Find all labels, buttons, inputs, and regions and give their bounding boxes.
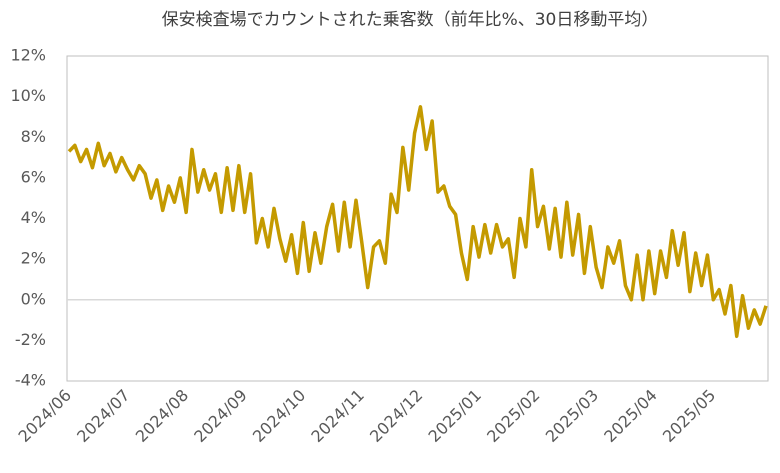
y-tick-label: 8% [21, 127, 46, 146]
x-tick-label: 2025/05 [659, 386, 719, 446]
y-tick-label: -4% [15, 371, 46, 390]
plot-area [66, 55, 769, 382]
y-tick-label: 0% [21, 289, 46, 308]
x-tick-label: 2025/02 [483, 386, 543, 446]
x-tick-label: 2024/11 [307, 386, 367, 446]
x-tick-label: 2024/08 [132, 386, 192, 446]
data-line [67, 105, 768, 339]
y-tick-label: 10% [10, 86, 46, 105]
x-tick-label: 2024/09 [190, 386, 250, 446]
x-tick-label: 2025/01 [425, 386, 485, 446]
y-tick-label: 12% [10, 46, 46, 65]
chart-title: 保安検査場でカウントされた乗客数（前年比%、30日移動平均） [162, 10, 659, 30]
x-tick-label: 2024/10 [249, 386, 309, 446]
x-tick-label: 2024/06 [15, 386, 75, 446]
y-tick-label: 2% [21, 249, 46, 268]
y-tick-label: -2% [15, 330, 46, 349]
y-tick-label: 6% [21, 167, 46, 186]
x-tick-label: 2024/12 [366, 386, 426, 446]
y-tick-label: 4% [21, 208, 46, 227]
x-tick-label: 2024/07 [73, 386, 133, 446]
x-tick-label: 2025/04 [600, 386, 660, 446]
x-tick-label: 2025/03 [542, 386, 602, 446]
